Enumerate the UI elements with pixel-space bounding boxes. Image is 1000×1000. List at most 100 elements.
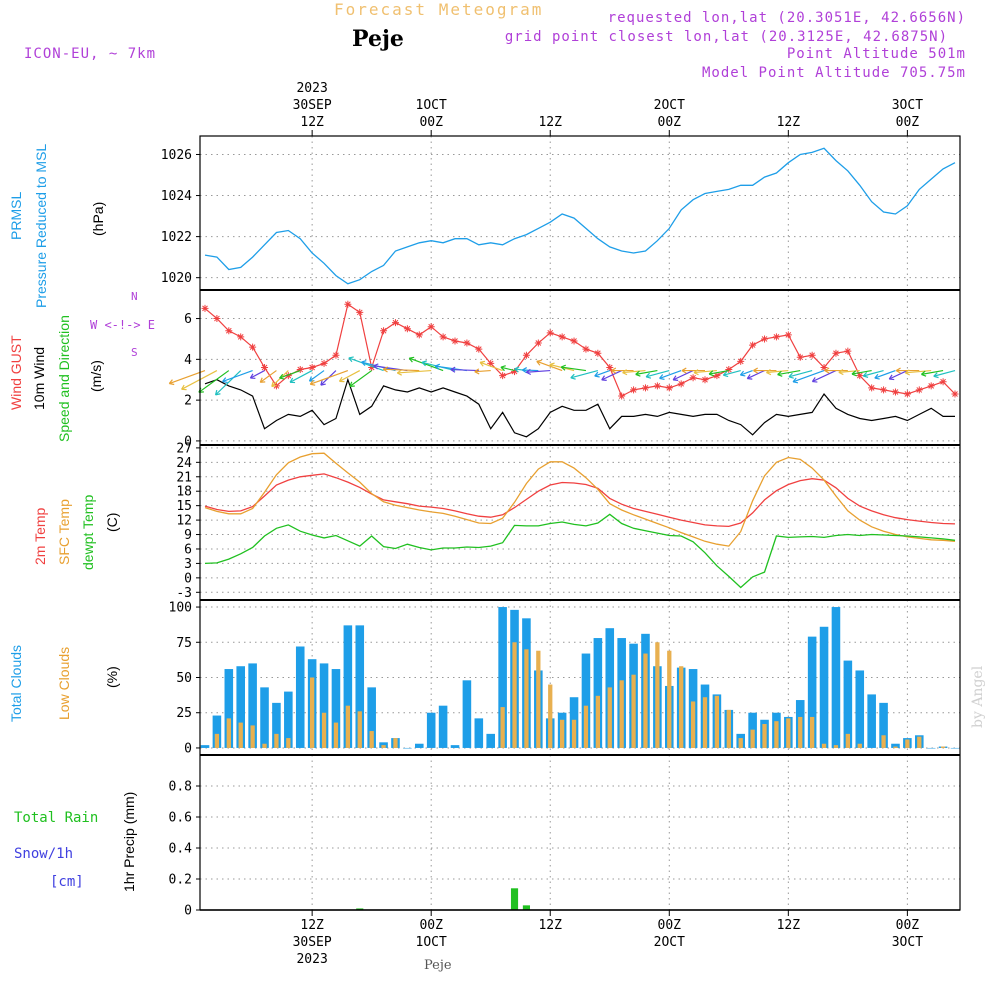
gust-marker (344, 300, 352, 308)
low-cloud-bar (940, 746, 946, 748)
gust-marker (856, 372, 864, 380)
bottom-time-label: 2023 (296, 952, 327, 967)
wind-arrow (536, 360, 563, 372)
wind-arrow (740, 369, 753, 376)
wind-arrow-head (838, 368, 844, 376)
wind-arrow-head (514, 366, 520, 373)
wind-arrow (622, 369, 646, 374)
wind-arrow-head (361, 360, 367, 367)
wind-arrow-head (862, 371, 869, 378)
low-cloud-bar (690, 701, 696, 748)
gust-marker (761, 335, 769, 343)
wind-arrow (309, 370, 325, 382)
pressure-label-short: PRMSL (8, 191, 24, 240)
gust-marker (772, 333, 780, 341)
total-cloud-bar (498, 607, 507, 748)
wind-arrow-head (824, 367, 830, 374)
total-cloud-bar (236, 666, 245, 748)
gust-marker (534, 339, 542, 347)
gust-marker (665, 384, 673, 392)
ytick-label-precipitation: 0 (184, 904, 192, 919)
wind-arrow-head (373, 363, 379, 370)
ytick-label-wind: 6 (184, 312, 192, 327)
bottom-time-label: 00Z (419, 918, 443, 933)
rain-bar (356, 908, 364, 910)
wind-arrow (723, 369, 741, 376)
wind-arrow-head (168, 379, 175, 386)
low-cloud-bar (500, 707, 505, 748)
wind-arrow-head (309, 379, 316, 386)
wind-arrow-head (181, 384, 187, 391)
low-cloud-bar (607, 687, 612, 748)
ytick-label-pressure: 1020 (161, 271, 192, 286)
ytick-label-clouds: 0 (184, 741, 192, 756)
ytick-label-temperature: 27 (176, 441, 192, 456)
wind-arrow-head (904, 369, 911, 376)
total-cloud-bar (426, 712, 436, 748)
bottom-time-label: 30SEP (293, 935, 332, 950)
wind-arrow-head (933, 372, 939, 379)
wind-arrow-head (635, 370, 641, 377)
total-cloud-bar (438, 705, 448, 748)
total-cloud-bar (486, 733, 495, 748)
wind-arrow-head (851, 370, 857, 377)
wind-arrow (500, 366, 515, 372)
snow-label: Snow/1h (14, 846, 74, 862)
low-cloud-bar (548, 684, 553, 748)
ytick-label-temperature: 9 (184, 528, 192, 543)
gust-marker (939, 378, 947, 386)
wind-arrow (215, 370, 242, 396)
clouds-unit: (%) (104, 666, 120, 688)
ytick-label-wind: 0 (184, 434, 192, 449)
low-cloud-bar (893, 746, 898, 748)
ytick-label-pressure: 1022 (161, 230, 192, 245)
tsfc-label: SFC Temp (56, 499, 72, 565)
wind-arrow-head (888, 374, 895, 381)
gust-marker (320, 359, 328, 367)
low-cloud-bar (571, 719, 577, 748)
gust-marker (653, 382, 661, 390)
wind-arrow-head (421, 360, 427, 367)
wind-arrow (474, 369, 491, 373)
wind-arrow-head (611, 367, 617, 374)
total-cloud-bar (950, 747, 960, 749)
gust-marker (594, 349, 602, 357)
wind-arrow-head (739, 370, 746, 377)
low-cloud-bar (333, 722, 339, 748)
pressure-label-long: Pressure Reduced to MSL (33, 143, 49, 308)
bottom-time-label: 12Z (300, 918, 324, 933)
bottom-time-label: 00Z (896, 918, 920, 933)
wind-arrow-head (271, 381, 277, 388)
gust-marker (820, 364, 828, 371)
gust-marker (725, 366, 733, 374)
wind-arrow-head (320, 380, 326, 386)
total-cloud-bar (891, 743, 900, 748)
total-cloud-bar (879, 702, 888, 748)
wind-arrow (645, 369, 670, 378)
wind-arrow-head (222, 377, 228, 384)
gust-marker (403, 325, 411, 333)
gridpoint-coords: grid point closest lon,lat (20.3125E, 42… (504, 29, 948, 45)
low-cloud-bar (750, 729, 755, 748)
wind-arrow-head (396, 369, 402, 376)
ytick-label-temperature: 6 (184, 542, 192, 557)
ytick-label-clouds: 75 (176, 636, 192, 651)
total-cloud-bar (284, 691, 293, 748)
rain-bar (510, 888, 519, 910)
total-cloud-bar (260, 687, 269, 748)
wind-arrow (838, 369, 860, 373)
low-cloud-bar (810, 716, 815, 748)
low-cloud-bar (560, 719, 565, 748)
low-cloud-bar (345, 705, 350, 748)
low-cloud-bar (274, 733, 279, 748)
gust-marker (356, 308, 364, 316)
wind-arrow-head (259, 377, 266, 383)
wind-arrow-head (479, 360, 486, 367)
low-cloud-bar (905, 739, 910, 748)
bottom-time-label: 12Z (538, 918, 562, 933)
low-cloud-bar (583, 705, 589, 748)
total-cloud-bar (403, 747, 412, 749)
wind-arrow-head (921, 370, 927, 377)
wind-arrow-head (522, 367, 528, 374)
ytick-label-pressure: 1024 (161, 189, 192, 204)
